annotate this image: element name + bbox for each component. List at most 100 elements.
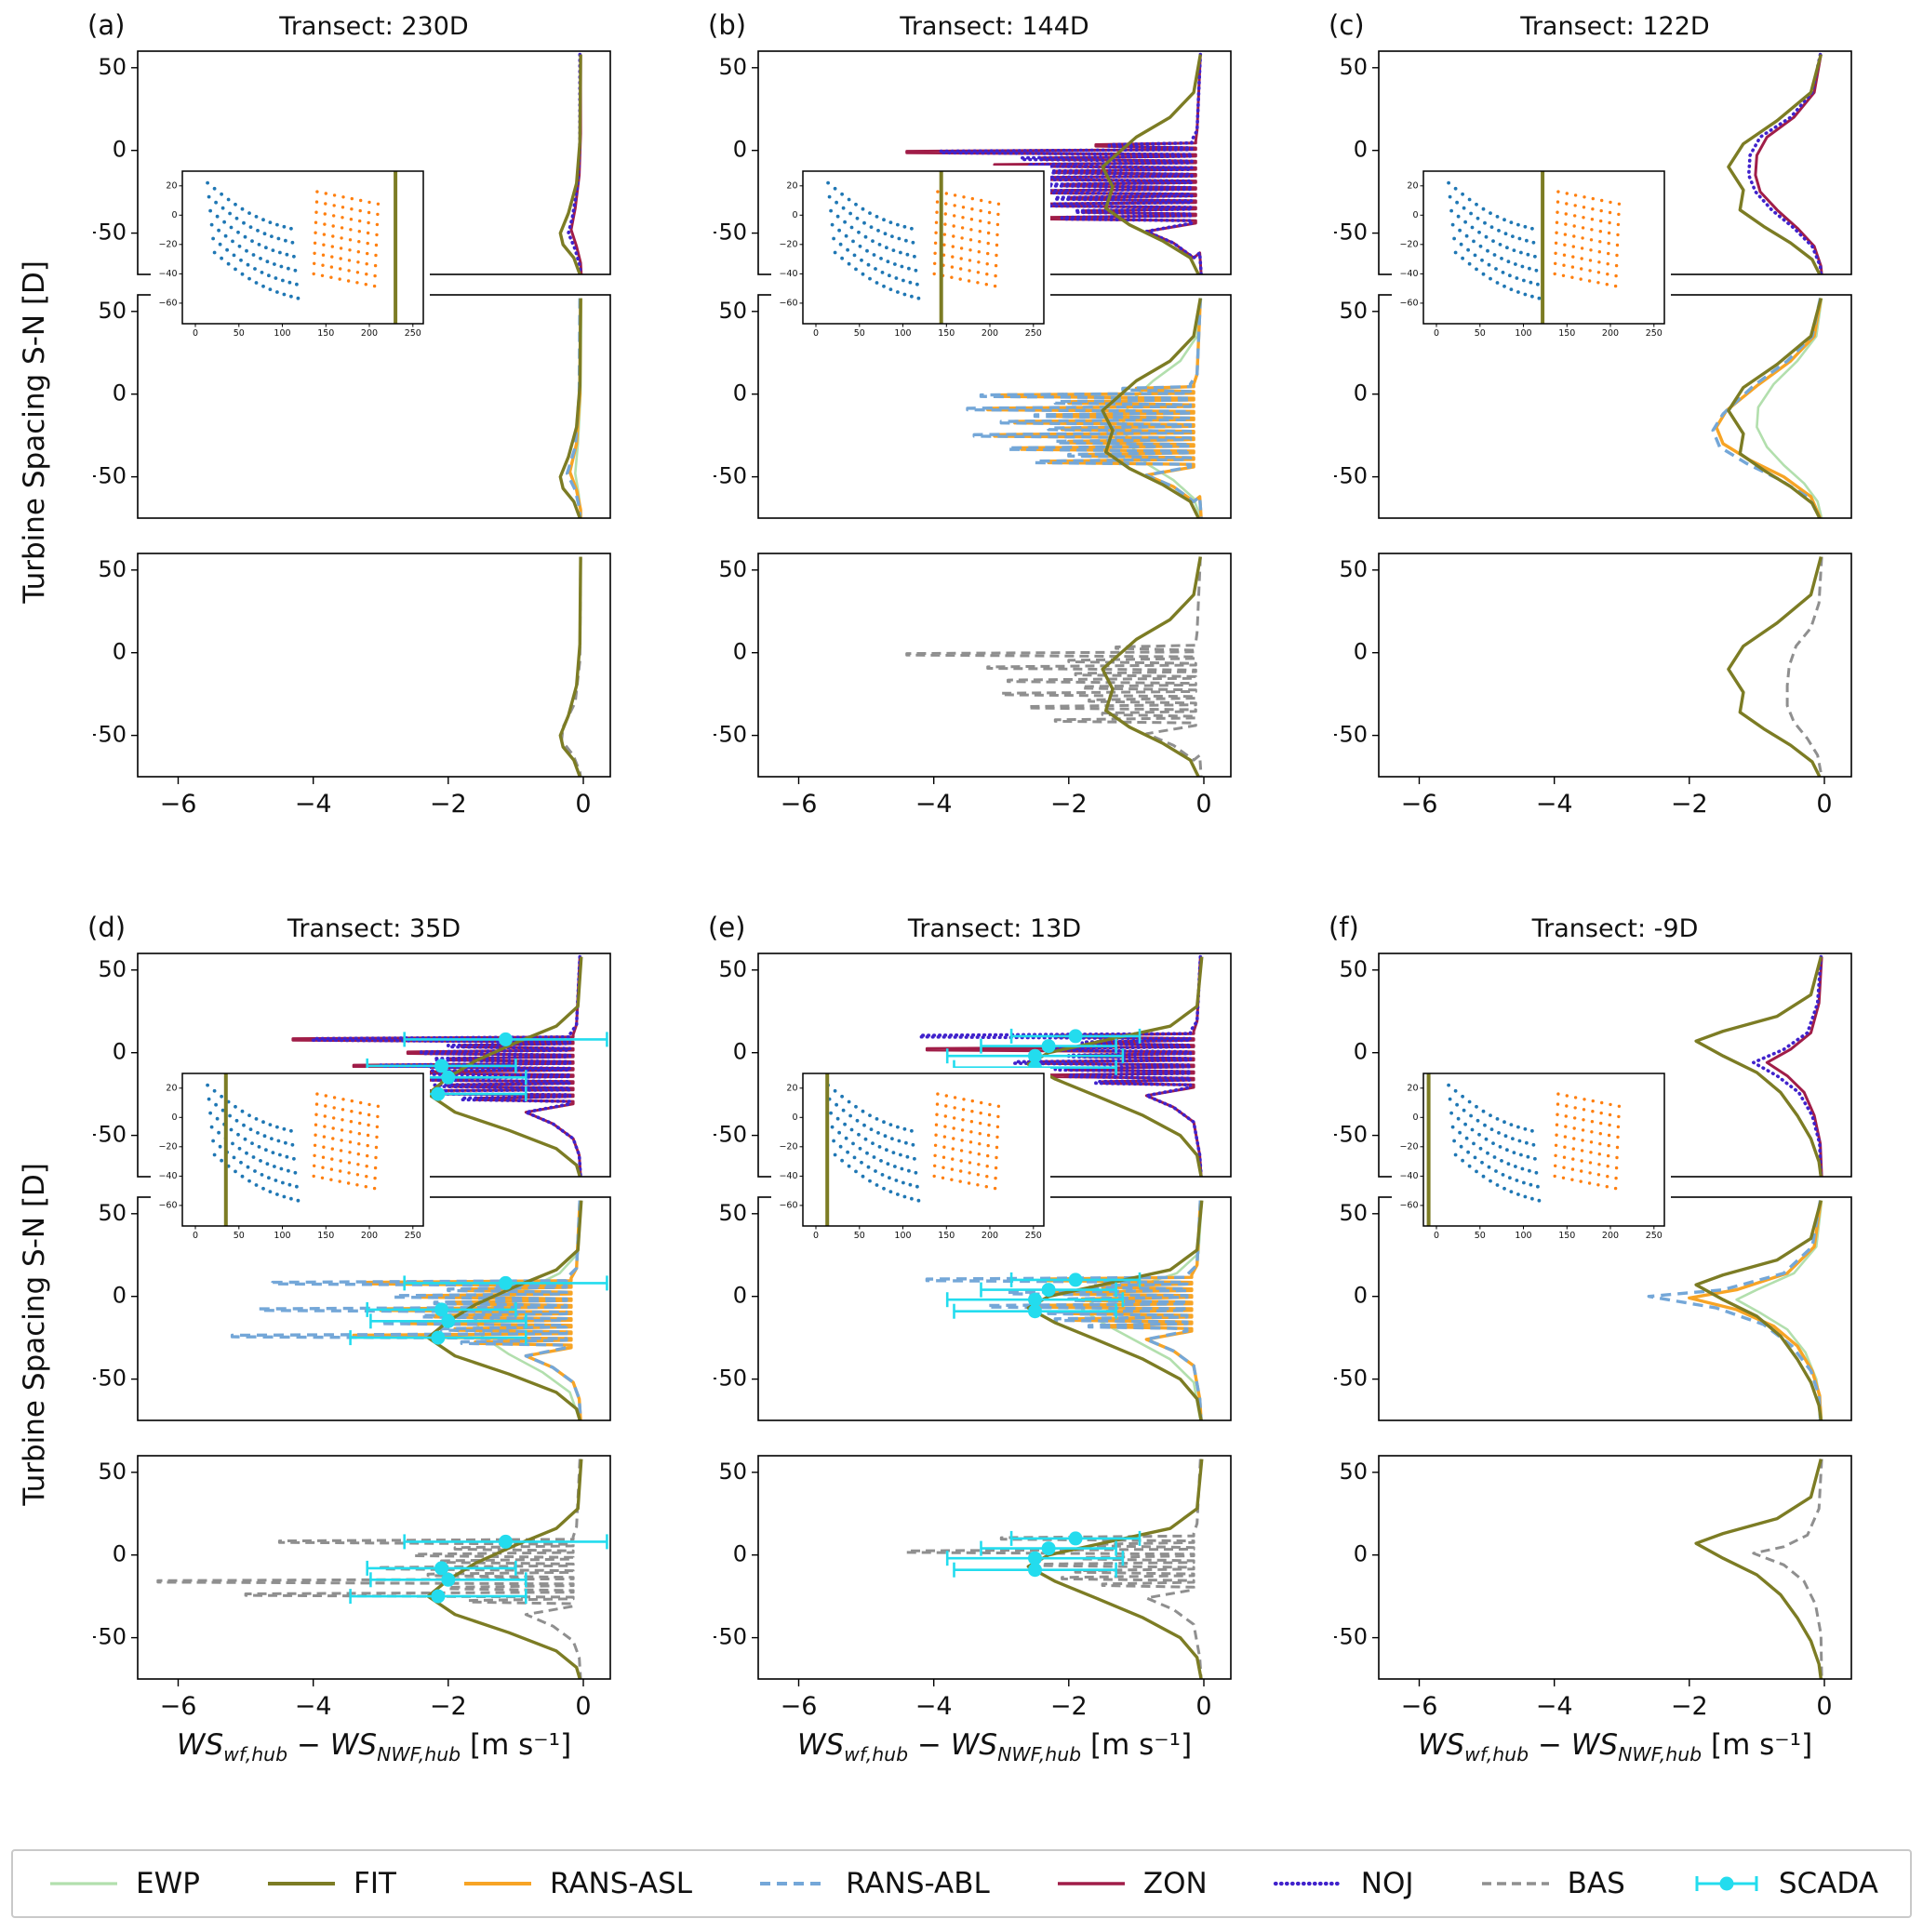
svg-text:−50: −50: [93, 1624, 127, 1650]
svg-text:−60: −60: [158, 1200, 177, 1210]
legend-label: ZON: [1142, 1867, 1208, 1900]
scada-errorbar-icon: [1695, 1876, 1758, 1891]
svg-text:0: 0: [1354, 1541, 1368, 1567]
y-axis-label: Turbine Spacing S-N [D]: [13, 949, 56, 1719]
panel-f: (f) Transect: -9D −50 0 50 −50 0 50 −50 0 50 −6 −4 −2…: [1329, 912, 1855, 1777]
svg-text:20: 20: [786, 180, 797, 191]
svg-text:50: 50: [1339, 1459, 1368, 1485]
legend-label: RANS-ABL: [846, 1867, 990, 1900]
svg-text:20: 20: [786, 1083, 797, 1093]
svg-text:50: 50: [1339, 54, 1368, 80]
legend-item-zon: ZON: [1052, 1867, 1208, 1900]
svg-text:150: 150: [317, 1231, 334, 1241]
svg-text:−60: −60: [158, 298, 177, 308]
svg-text:−4: −4: [295, 790, 332, 819]
svg-text:−50: −50: [714, 1122, 747, 1148]
svg-text:−6: −6: [781, 790, 818, 819]
svg-text:250: 250: [405, 1231, 421, 1241]
svg-text:−2: −2: [1050, 790, 1088, 819]
svg-text:−50: −50: [93, 1366, 127, 1392]
svg-text:0: 0: [813, 328, 819, 339]
subplot-chart: −50 0 50 −6 −4 −2 0: [714, 553, 1232, 819]
svg-text:−20: −20: [158, 1141, 177, 1152]
svg-text:−2: −2: [430, 790, 467, 819]
subplot-row-3: −50 0 50 −6 −4 −2 0: [714, 1451, 1235, 1723]
svg-text:0: 0: [113, 380, 127, 406]
svg-text:0: 0: [1412, 210, 1418, 220]
ewp-line-icon: [50, 1882, 117, 1885]
svg-text:50: 50: [98, 54, 127, 80]
svg-text:200: 200: [1602, 1231, 1619, 1241]
svg-text:−50: −50: [1334, 463, 1368, 489]
svg-text:−20: −20: [779, 239, 797, 249]
subplot-chart: −50 0 50 −6 −4 −2 0: [1334, 553, 1852, 819]
svg-text:−60: −60: [779, 1200, 797, 1210]
svg-text:0: 0: [1354, 1283, 1368, 1309]
svg-text:50: 50: [234, 328, 245, 339]
svg-text:−6: −6: [160, 1692, 197, 1721]
legend-item-fit: FIT: [262, 1867, 396, 1900]
svg-text:−4: −4: [1536, 790, 1573, 819]
svg-text:−20: −20: [158, 239, 177, 249]
svg-text:0: 0: [113, 1283, 127, 1309]
svg-text:0: 0: [733, 380, 747, 406]
svg-text:200: 200: [1602, 328, 1619, 339]
svg-text:50: 50: [98, 556, 127, 582]
svg-text:0: 0: [113, 1039, 127, 1065]
svg-text:0: 0: [733, 1039, 747, 1065]
legend-item-rans-abl: RANS-ABL: [755, 1867, 990, 1900]
zon-line-icon: [1057, 1882, 1125, 1885]
panel-title: Transect: 144D: [900, 12, 1089, 41]
panel-title: Transect: 13D: [907, 914, 1082, 943]
subplot-row-3: −50 0 50 −6 −4 −2 0: [93, 1451, 614, 1723]
svg-text:−20: −20: [1399, 1141, 1418, 1152]
svg-text:50: 50: [1475, 1231, 1486, 1241]
svg-text:0: 0: [1354, 137, 1368, 163]
panel-letter: (e): [708, 912, 746, 943]
legend-item-scada: SCADA: [1688, 1867, 1878, 1900]
svg-text:50: 50: [1339, 298, 1368, 324]
noj-line-icon: [1273, 1881, 1344, 1886]
svg-text:−50: −50: [714, 1624, 747, 1650]
svg-text:0: 0: [113, 137, 127, 163]
panel-letter: (b): [708, 9, 747, 41]
inset-map: 0 50 100 150 200 250 20 0 −20 −40 −60: [771, 1068, 1050, 1245]
panel-d: (d) Transect: 35D −50 0 50 −50 0 50 −50 0 50 −6 −4 −2…: [87, 912, 614, 1777]
svg-text:−50: −50: [714, 220, 747, 246]
svg-text:50: 50: [718, 556, 747, 582]
svg-text:0: 0: [1354, 380, 1368, 406]
subplot-row-3: −50 0 50 −6 −4 −2 0: [1334, 549, 1855, 820]
y-axis-label-text: Turbine Spacing S-N [D]: [18, 1162, 51, 1506]
inset-map: 0 50 100 150 200 250 20 0 −20 −40 −60: [1392, 166, 1671, 342]
svg-text:0: 0: [113, 639, 127, 665]
svg-text:50: 50: [1475, 328, 1486, 339]
panel-title: Transect: 230D: [279, 12, 469, 41]
legend-label: RANS-ASL: [550, 1867, 693, 1900]
subplot-row-3: −50 0 50 −6 −4 −2 0: [93, 549, 614, 820]
svg-text:0: 0: [171, 210, 177, 220]
svg-text:−60: −60: [1399, 298, 1418, 308]
legend-item-bas: BAS: [1476, 1867, 1625, 1900]
inset-map: 0 50 100 150 200 250 20 0 −20 −40 −60: [151, 166, 430, 342]
svg-text:200: 200: [361, 1231, 378, 1241]
svg-text:200: 200: [982, 328, 998, 339]
inset-map: 0 50 100 150 200 250 20 0 −20 −40 −60: [151, 1068, 430, 1245]
svg-text:100: 100: [1515, 1231, 1531, 1241]
svg-text:250: 250: [405, 328, 421, 339]
svg-text:−6: −6: [1401, 1692, 1438, 1721]
panel-a: (a)Transect: 230D−50050−50050−50050−6−4−…: [87, 9, 614, 874]
svg-text:−50: −50: [714, 463, 747, 489]
svg-text:50: 50: [854, 328, 865, 339]
subplot-row-3: −50 0 50 −6 −4 −2 0: [1334, 1451, 1855, 1723]
svg-text:−6: −6: [160, 790, 197, 819]
svg-text:0: 0: [1354, 639, 1368, 665]
subplot-chart: −50 0 50: [714, 294, 1232, 519]
subplot-row-1: −50 0 50: [714, 47, 1235, 279]
svg-text:−4: −4: [915, 1692, 953, 1721]
svg-text:50: 50: [718, 54, 747, 80]
svg-text:0: 0: [1816, 1692, 1832, 1721]
svg-text:−50: −50: [1334, 1366, 1368, 1392]
panel-title: Transect: -9D: [1531, 914, 1699, 943]
